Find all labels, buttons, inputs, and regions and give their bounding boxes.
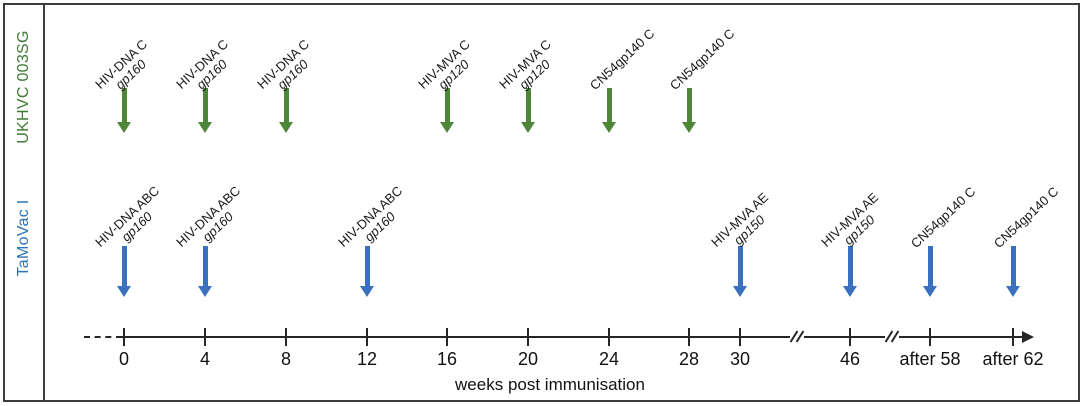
- arrow-head-icon: [1006, 286, 1020, 297]
- arrow-head-icon: [682, 122, 696, 133]
- study-label-tamovac-i: TaMoVac I: [15, 199, 32, 277]
- axis-tick: [285, 328, 287, 346]
- vaccination-arrow: [198, 88, 212, 133]
- vaccination-arrow: [440, 88, 454, 133]
- vaccination-arrow: [117, 88, 131, 133]
- axis-tick-label: 0: [118, 349, 129, 369]
- vaccination-arrow: [733, 246, 747, 297]
- vaccination-arrow: [117, 246, 131, 297]
- arrow-head-icon: [733, 286, 747, 297]
- axis-tick-label: 16: [436, 349, 458, 369]
- arrow-shaft: [525, 88, 531, 122]
- axis-tick: [929, 328, 931, 346]
- arrow-shaft: [606, 88, 612, 122]
- axis-tick-label: after 62: [982, 349, 1044, 369]
- study-label-ukhvc-003sg: UKHVC 003SG: [15, 30, 32, 144]
- axis-tick-label: 4: [199, 349, 210, 369]
- axis-tick-label: 30: [729, 349, 751, 369]
- axis-dashed-leadin: [84, 336, 122, 338]
- vaccination-arrow: [198, 246, 212, 297]
- arrow-shaft: [283, 88, 289, 122]
- axis-tick-label: 46: [839, 349, 861, 369]
- axis-tick: [446, 328, 448, 346]
- side-panel-divider: [43, 3, 45, 402]
- axis-tick-label: after 58: [899, 349, 961, 369]
- arrow-head-icon: [117, 286, 131, 297]
- axis-tick-label: 28: [678, 349, 700, 369]
- vaccination-arrow: [682, 88, 696, 133]
- arrow-shaft: [847, 246, 853, 286]
- arrow-head-icon: [843, 286, 857, 297]
- arrow-shaft: [444, 88, 450, 122]
- vaccination-arrow: [602, 88, 616, 133]
- arrow-head-icon: [440, 122, 454, 133]
- axis-tick: [688, 328, 690, 346]
- vaccination-arrow: [1006, 246, 1020, 297]
- vaccination-arrow: [360, 246, 374, 297]
- axis-tick: [366, 328, 368, 346]
- vaccination-arrow: [923, 246, 937, 297]
- axis-tick: [1012, 328, 1014, 346]
- arrow-head-icon: [360, 286, 374, 297]
- arrow-shaft: [686, 88, 692, 122]
- axis-tick-label: 20: [517, 349, 539, 369]
- vaccination-arrow: [521, 88, 535, 133]
- arrow-head-icon: [198, 286, 212, 297]
- arrow-head-icon: [117, 122, 131, 133]
- arrow-shaft: [202, 246, 208, 286]
- arrow-shaft: [364, 246, 370, 286]
- axis-tick-label: 12: [356, 349, 378, 369]
- arrow-shaft: [737, 246, 743, 286]
- axis-tick-label: 24: [598, 349, 620, 369]
- arrow-shaft: [121, 246, 127, 286]
- axis-caption: weeks post immunisation: [455, 375, 645, 394]
- axis-tick-label: 8: [280, 349, 291, 369]
- arrow-head-icon: [602, 122, 616, 133]
- arrow-shaft: [927, 246, 933, 286]
- vaccination-arrow: [843, 246, 857, 297]
- arrow-head-icon: [198, 122, 212, 133]
- arrow-head-icon: [279, 122, 293, 133]
- arrow-shaft: [121, 88, 127, 122]
- arrow-head-icon: [521, 122, 535, 133]
- arrow-head-icon: [923, 286, 937, 297]
- axis-tick: [204, 328, 206, 346]
- axis-tick: [739, 328, 741, 346]
- axis-tick: [123, 328, 125, 346]
- axis-tick: [608, 328, 610, 346]
- axis-tick: [849, 328, 851, 346]
- timeline-axis: [122, 336, 1024, 338]
- arrow-shaft: [202, 88, 208, 122]
- figure-border: [3, 3, 1080, 402]
- arrow-shaft: [1010, 246, 1016, 286]
- axis-arrowhead-icon: [1022, 331, 1034, 343]
- vaccination-arrow: [279, 88, 293, 133]
- axis-tick: [527, 328, 529, 346]
